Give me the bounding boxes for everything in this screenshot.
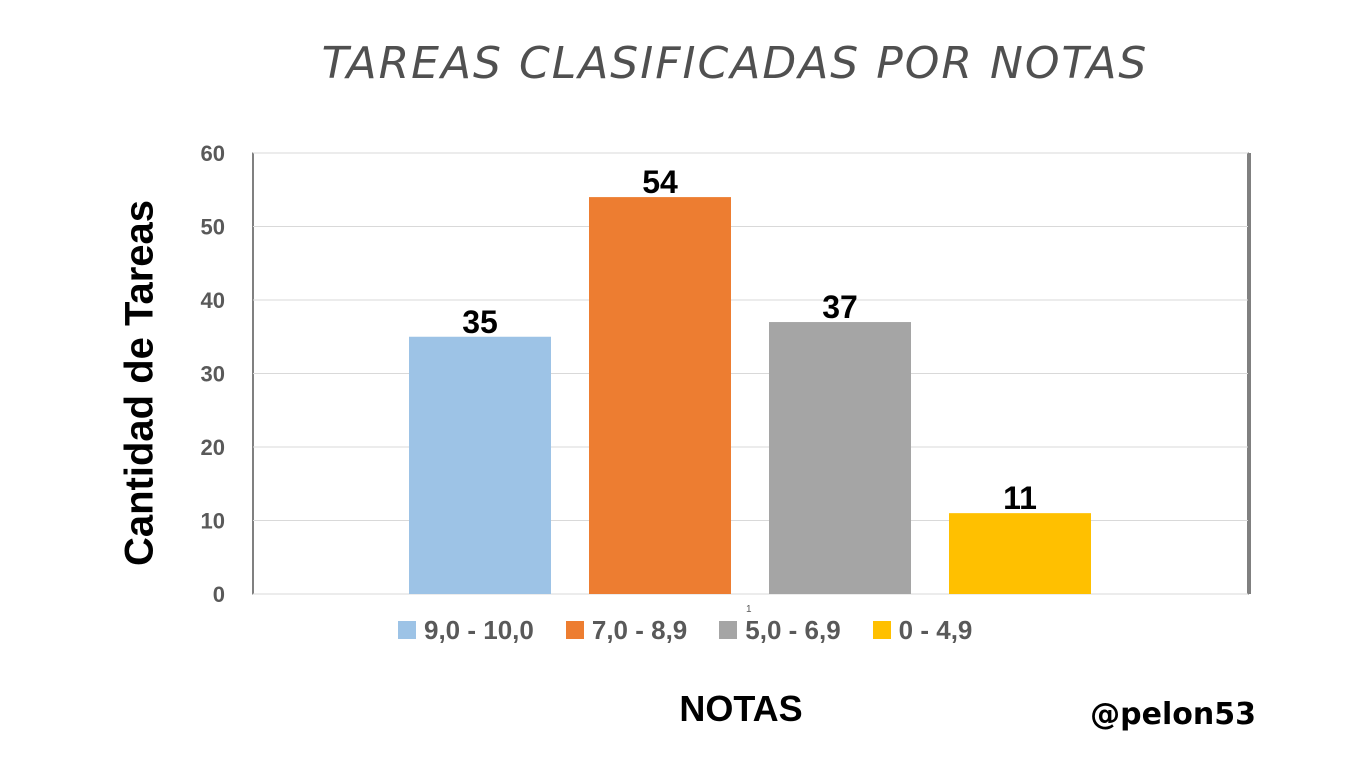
y-tick-label: 10 bbox=[201, 509, 225, 534]
bar bbox=[409, 336, 551, 594]
legend-label: 5,0 - 6,9 bbox=[745, 614, 841, 645]
y-tick-label: 40 bbox=[201, 288, 225, 313]
bar bbox=[949, 513, 1091, 594]
data-label: 54 bbox=[642, 164, 678, 200]
legend-label: 7,0 - 8,9 bbox=[591, 614, 688, 645]
chart-title: TAREAS CLASIFICADAS POR NOTAS bbox=[321, 38, 1149, 89]
y-tick-label: 60 bbox=[201, 141, 225, 166]
legend-item: 9,0 - 10,0 bbox=[398, 615, 534, 646]
legend-swatch bbox=[565, 621, 584, 639]
bar bbox=[589, 197, 731, 594]
legend-label: 0 - 4,9 bbox=[898, 614, 973, 645]
bar bbox=[769, 322, 911, 594]
footnote-marker: 1 bbox=[746, 604, 752, 615]
data-label: 11 bbox=[1003, 480, 1037, 516]
watermark-handle: @pelon53 bbox=[1090, 697, 1256, 732]
y-tick-label: 20 bbox=[201, 435, 225, 460]
y-tick-label: 0 bbox=[213, 582, 225, 607]
legend-swatch bbox=[719, 621, 738, 639]
legend-item: 7,0 - 8,9 bbox=[565, 614, 688, 646]
legend-item: 0 - 4,9 bbox=[872, 614, 973, 646]
legend: 9,0 - 10,0 7,0 - 8,9 5,0 - 6,9 0 - 4,9 bbox=[398, 614, 1004, 646]
x-axis-label: NOTAS bbox=[679, 688, 803, 729]
legend-item: 5,0 - 6,9 bbox=[719, 614, 841, 646]
y-tick-label: 30 bbox=[201, 362, 225, 387]
legend-swatch bbox=[398, 621, 416, 639]
legend-swatch bbox=[872, 621, 891, 639]
legend-label: 9,0 - 10,0 bbox=[424, 614, 534, 645]
data-label: 35 bbox=[462, 304, 498, 340]
y-tick-label: 50 bbox=[201, 215, 225, 240]
y-axis-label: Cantidad de Tareas bbox=[117, 199, 162, 567]
data-label: 37 bbox=[822, 289, 858, 325]
